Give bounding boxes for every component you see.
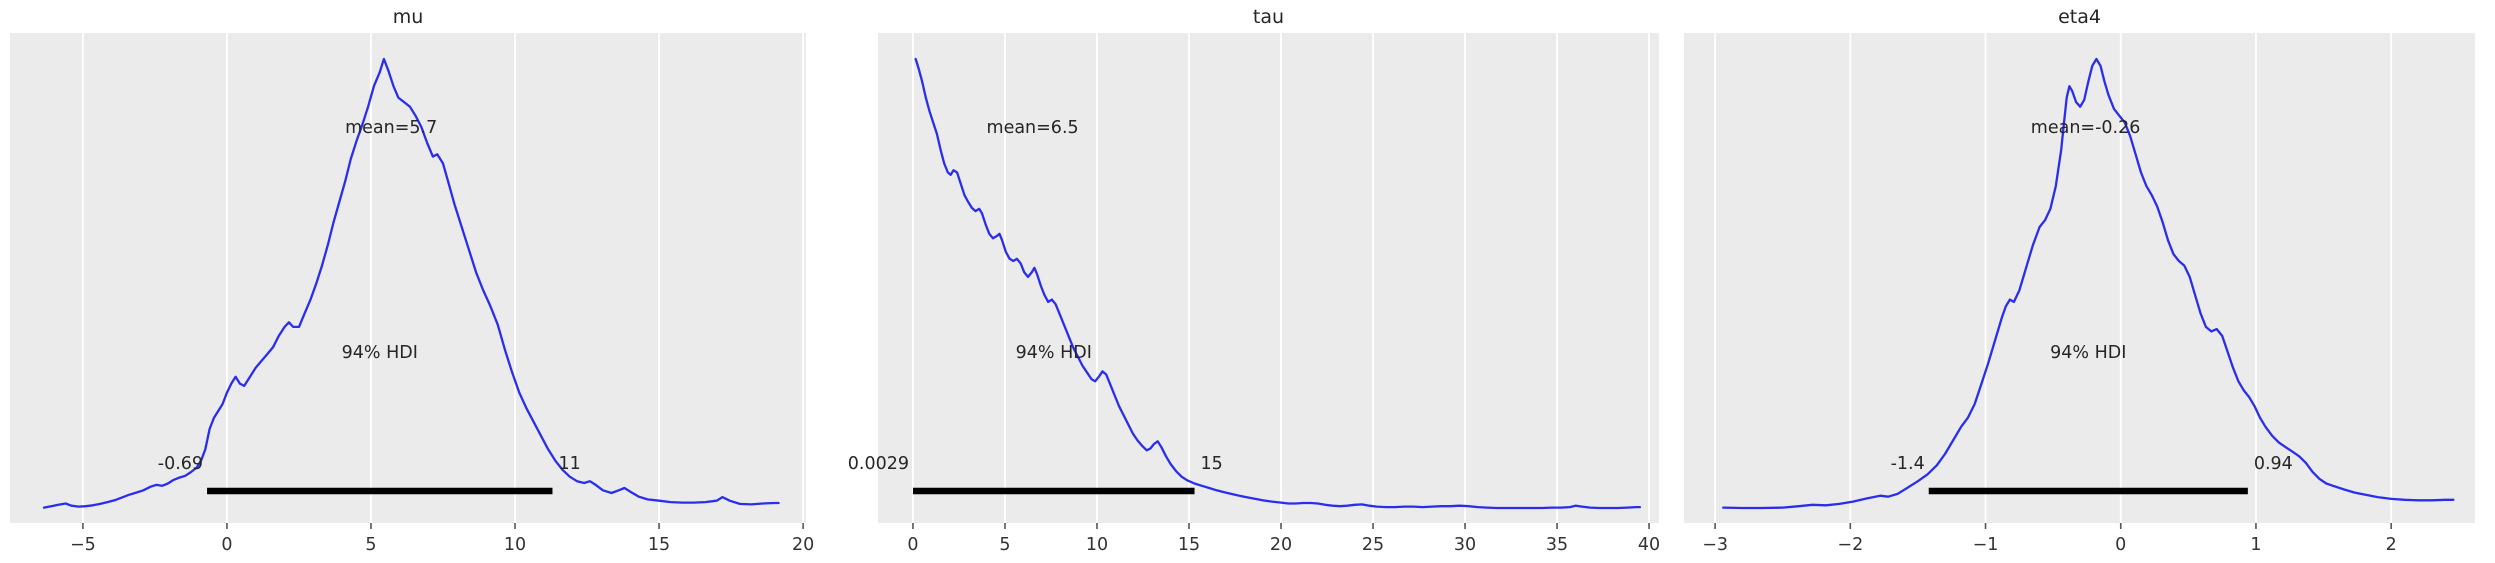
x-tick-label: 15 [648, 535, 670, 555]
subplot-tau: tau 0 5 10 15 20 25 30 35 40 mean=6.5 94% HDI 0.002… [848, 0, 1660, 563]
plot-background [1684, 33, 2475, 523]
x-tick-label: 20 [792, 535, 814, 555]
hdi-lower-label: 0.0029 [848, 454, 909, 474]
x-tick-label: 10 [504, 535, 526, 555]
x-tick-label: 0 [221, 535, 232, 555]
x-tick-label: −3 [1702, 535, 1728, 555]
plot-background [10, 33, 806, 523]
mean-annotation: mean=5.7 [345, 118, 437, 138]
density-plot-mu: −5 0 5 10 15 20 mean=5.7 94% HDI -0.69 11 [10, 33, 814, 555]
hdi-upper-label: 11 [558, 454, 580, 474]
hdi-annotation: 94% HDI [1016, 343, 1092, 363]
mean-annotation: mean=6.5 [987, 118, 1079, 138]
subplot-title-tau: tau [1252, 5, 1285, 28]
x-tick-label: 25 [1362, 535, 1384, 555]
hdi-lower-label: -0.69 [158, 454, 203, 474]
x-tick-label: 15 [1178, 535, 1200, 555]
x-tick-label: 5 [365, 535, 376, 555]
density-plot-tau: 0 5 10 15 20 25 30 35 40 mean=6.5 94% HDI 0.0029 15 [848, 33, 1660, 555]
density-curve [1722, 57, 2455, 510]
x-tick-label: 10 [1086, 535, 1108, 555]
x-tick-label: 0 [907, 535, 918, 555]
hdi-upper-label: 0.94 [2254, 454, 2293, 474]
x-tick-label: −5 [70, 535, 96, 555]
hdi-lower-label: -1.4 [1891, 454, 1925, 474]
x-tick-label: 20 [1270, 535, 1292, 555]
x-tick-label: 30 [1454, 535, 1476, 555]
x-tick-label: −2 [1837, 535, 1863, 555]
density-curve [42, 57, 780, 509]
plot-background [878, 33, 1659, 523]
subplot-title-eta4: eta4 [2058, 5, 2101, 28]
subplot-mu: mu −5 0 5 10 15 20 mean=5.7 94% HDI -0.69 11 [10, 0, 814, 563]
x-tick-label: 2 [2386, 535, 2397, 555]
x-tick-label: 5 [999, 535, 1010, 555]
hdi-annotation: 94% HDI [342, 343, 418, 363]
x-tick-label: −1 [1973, 535, 1999, 555]
x-tick-label: 35 [1546, 535, 1568, 555]
density-plot-eta4: −3 −2 −1 0 1 2 mean=-0.26 94% HDI -1.4 0.94 [1684, 33, 2475, 555]
subplot-title-mu: mu [392, 5, 424, 28]
mean-annotation: mean=-0.26 [2031, 118, 2141, 138]
density-curve [914, 57, 1642, 510]
x-tick-label: 40 [1638, 535, 1660, 555]
hdi-annotation: 94% HDI [2050, 343, 2126, 363]
x-tick-label: 0 [2115, 535, 2126, 555]
x-tick-label: 1 [2250, 535, 2261, 555]
hdi-upper-label: 15 [1201, 454, 1223, 474]
subplot-eta4: eta4 −3 −2 −1 0 1 2 mean=-0.26 94% HDI -1.4 0.94 [1684, 0, 2475, 563]
